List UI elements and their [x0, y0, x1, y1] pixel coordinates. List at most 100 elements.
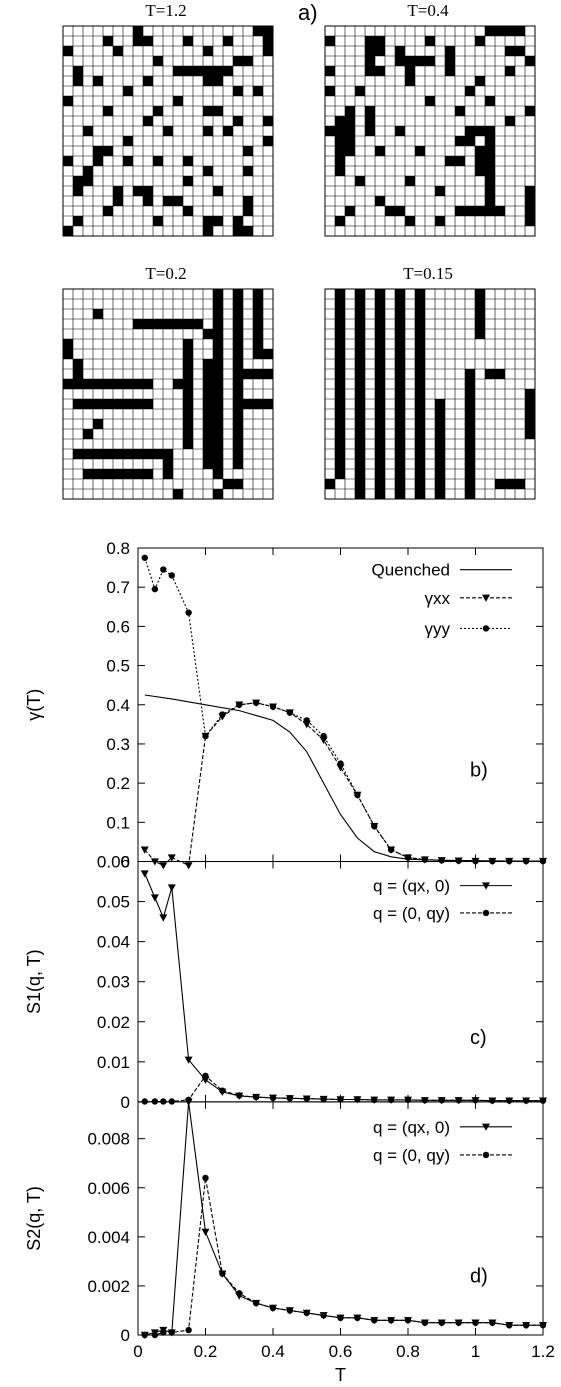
occupied-cell	[263, 36, 273, 46]
occupied-cell	[375, 329, 385, 339]
occupied-cell	[183, 66, 193, 76]
data-point	[168, 572, 175, 579]
occupied-cell	[365, 46, 375, 56]
data-point	[269, 1304, 277, 1312]
occupied-cell	[475, 36, 485, 46]
occupied-cell	[325, 66, 335, 76]
data-point	[472, 1319, 479, 1326]
occupied-cell	[395, 359, 405, 369]
occupied-cell	[103, 379, 113, 389]
occupied-cell	[253, 309, 263, 319]
occupied-cell	[355, 349, 365, 359]
occupied-cell	[83, 449, 93, 459]
occupied-cell	[505, 26, 515, 36]
occupied-cell	[263, 136, 273, 146]
occupied-cell	[213, 489, 223, 499]
occupied-cell	[425, 96, 435, 106]
occupied-cell	[425, 36, 435, 46]
occupied-cell	[365, 66, 375, 76]
occupied-cell	[405, 56, 415, 66]
occupied-cell	[335, 379, 345, 389]
occupied-cell	[385, 206, 395, 216]
occupied-cell	[445, 156, 455, 166]
occupied-cell	[233, 116, 243, 126]
occupied-cell	[203, 329, 213, 339]
occupied-cell	[465, 379, 475, 389]
occupied-cell	[133, 26, 143, 36]
occupied-cell	[173, 96, 183, 106]
data-point	[201, 1076, 210, 1084]
data-point	[252, 699, 260, 706]
data-point	[286, 709, 294, 716]
data-point	[320, 1095, 327, 1103]
occupied-cell	[335, 156, 345, 166]
data-point	[252, 1299, 260, 1307]
occupied-cell	[525, 409, 535, 419]
occupied-cell	[395, 489, 405, 499]
occupied-cell	[203, 389, 213, 399]
panel-a-label: a)	[298, 0, 318, 25]
plot-frame	[137, 861, 544, 1103]
occupied-cell	[335, 136, 345, 146]
plot-gamma: 0 0.1 0.2 0.3 0.4 0.5 0.6 0.7 0.8 γ(T) b) Quenched γ…	[24, 539, 547, 872]
occupied-cell	[375, 469, 385, 479]
data-point	[167, 854, 176, 862]
occupied-cell	[415, 399, 425, 409]
occupied-cell	[465, 136, 475, 146]
occupied-cell	[213, 459, 223, 469]
series	[140, 870, 547, 1105]
occupied-cell	[213, 389, 223, 399]
occupied-cell	[495, 369, 505, 379]
occupied-cell	[485, 166, 495, 176]
occupied-cell	[133, 449, 143, 459]
data-point	[167, 884, 176, 892]
occupied-cell	[83, 126, 93, 136]
occupied-cell	[375, 419, 385, 429]
occupied-cell	[355, 389, 365, 399]
occupied-cell	[365, 36, 375, 46]
occupied-cell	[395, 389, 405, 399]
occupied-cell	[183, 369, 193, 379]
occupied-cell	[213, 66, 223, 76]
occupied-cell	[223, 126, 233, 136]
data-point	[522, 1097, 530, 1104]
occupied-cell	[123, 156, 133, 166]
occupied-cell	[355, 309, 365, 319]
occupied-cell	[505, 46, 515, 56]
occupied-cell	[395, 339, 405, 349]
occupied-cell	[173, 319, 183, 329]
occupied-cell	[335, 409, 345, 419]
occupied-cell	[73, 369, 83, 379]
occupied-cell	[103, 469, 113, 479]
occupied-cell	[465, 389, 475, 399]
data-point	[371, 1317, 378, 1324]
occupied-cell	[465, 126, 475, 136]
occupied-cell	[415, 449, 425, 459]
occupied-cell	[395, 289, 405, 299]
occupied-cell	[153, 216, 163, 226]
occupied-cell	[253, 289, 263, 299]
data-point	[354, 1096, 361, 1103]
occupied-cell	[173, 379, 183, 389]
occupied-cell	[485, 146, 495, 156]
occupied-cell	[335, 389, 345, 399]
plot-s1: 0 0.01 0.02 0.03 0.04 0.05 0.06 S1(q, T) c) q = (…	[24, 853, 547, 1112]
occupied-cell	[435, 439, 445, 449]
legend-label: γxx	[425, 589, 451, 608]
occupied-cell	[415, 146, 425, 156]
data-point	[141, 554, 148, 561]
occupied-cell	[485, 369, 495, 379]
y-axis-label: γ(T)	[24, 689, 44, 721]
x-tick-label: 0.8	[396, 1342, 420, 1361]
occupied-cell	[395, 46, 405, 56]
lattice-grid-t02: T=0.2	[62, 264, 274, 500]
data-point	[438, 1319, 445, 1326]
occupied-cell	[163, 469, 173, 479]
occupied-cell	[355, 319, 365, 329]
occupied-cell	[183, 339, 193, 349]
occupied-cell	[233, 449, 243, 459]
lattice-grid-t12: T=1.2	[62, 1, 274, 237]
data-point	[140, 846, 149, 854]
occupied-cell	[355, 379, 365, 389]
data-point	[482, 909, 490, 917]
